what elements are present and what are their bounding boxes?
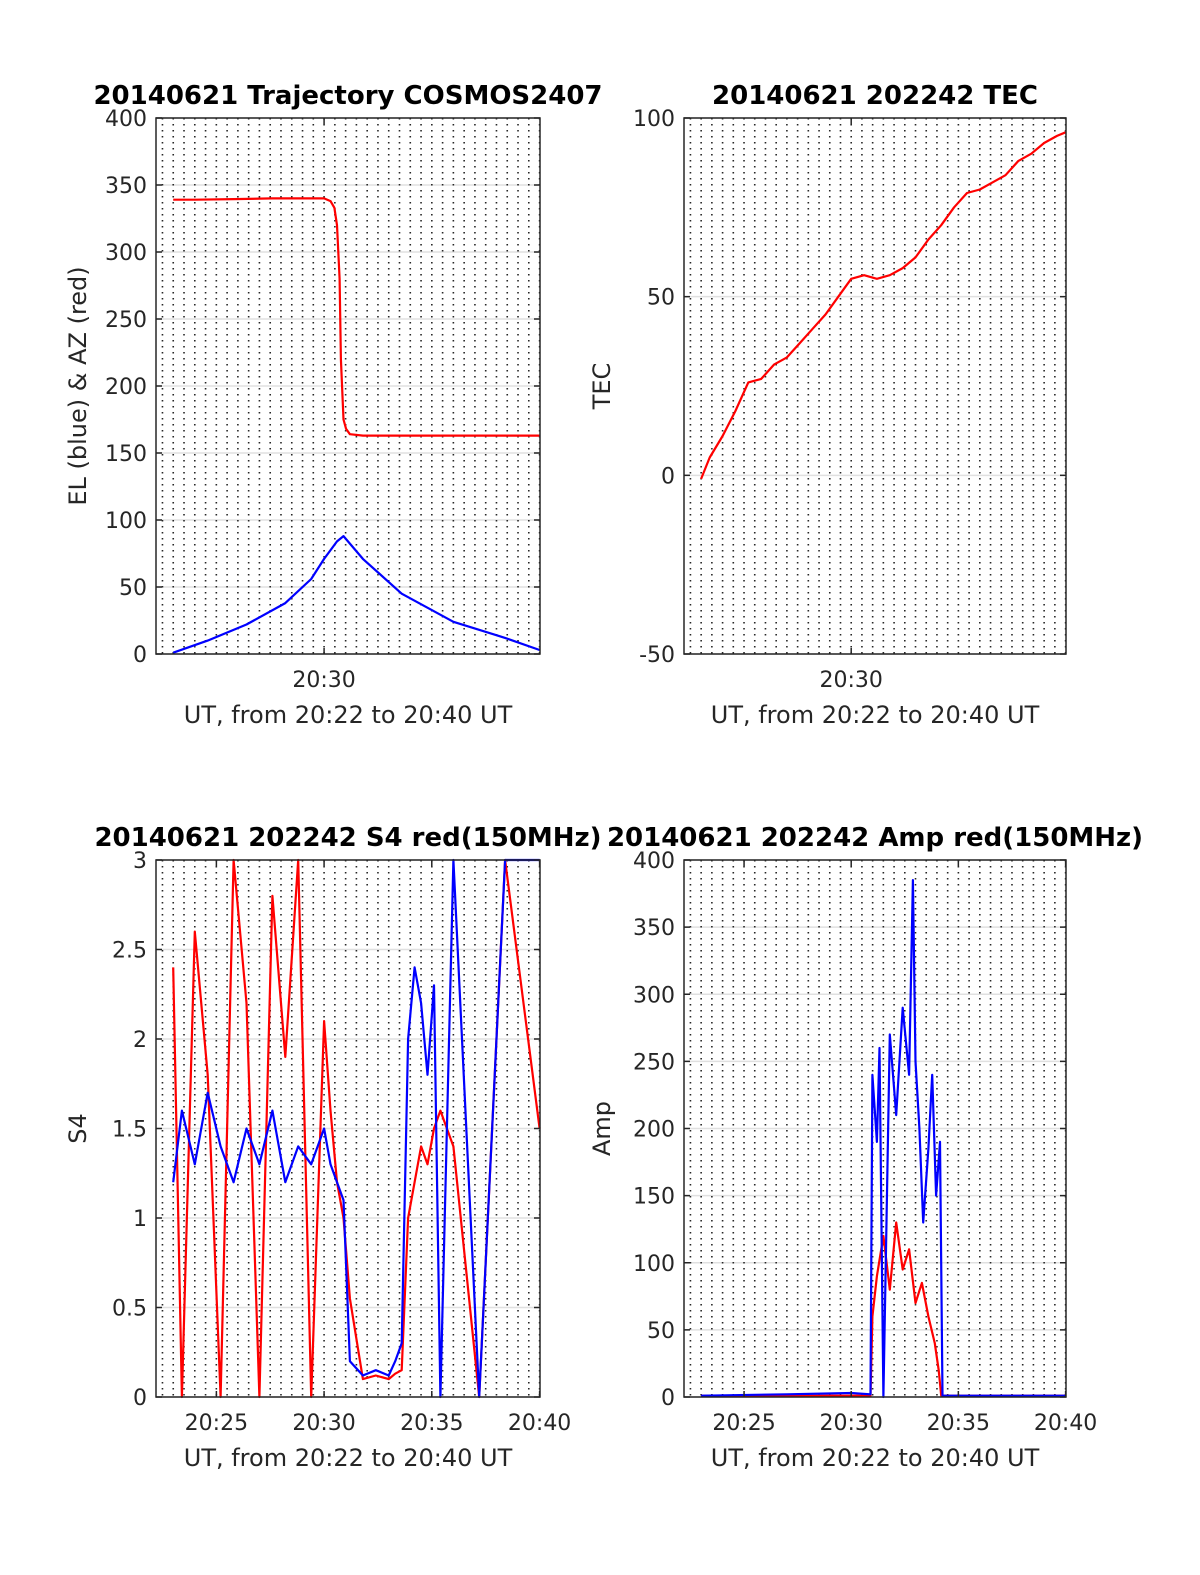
y-tick-label: 50 — [119, 576, 147, 601]
y-tick-label: 0 — [133, 1386, 147, 1411]
x-axis-label: UT, from 20:22 to 20:40 UT — [711, 1444, 1040, 1472]
x-axis-label: UT, from 20:22 to 20:40 UT — [711, 701, 1040, 729]
y-tick-label: 250 — [633, 1050, 675, 1075]
x-tick-label: 20:30 — [820, 668, 883, 693]
y-tick-label: 100 — [633, 107, 675, 132]
y-axis-label: TEC — [588, 363, 616, 411]
y-tick-label: -50 — [639, 643, 675, 668]
y-tick-label: 0 — [661, 464, 675, 489]
series-line-1 — [700, 131, 1067, 480]
y-tick-label: 1.5 — [112, 1118, 147, 1143]
chart-panel-2: -50 0 50 100 20:30 20140621 202242 TEC UT, fro… — [588, 81, 1067, 729]
y-tick-label: 250 — [105, 308, 147, 333]
y-tick-label: 0.5 — [112, 1297, 147, 1322]
x-tick-label: 20:25 — [185, 1411, 248, 1436]
chart-panel-3: 0 0.5 1 1.5 2 2.5 3 20:25 20:30 20:35 20:40 2014062… — [64, 823, 602, 1472]
plot-area — [684, 118, 1066, 654]
x-axis-label: UT, from 20:22 to 20:40 UT — [184, 701, 513, 729]
y-tick-label: 200 — [105, 375, 147, 400]
chart-panel-1: 0 50 100 150 200 250 300 350 400 20:30 20140621 Tr… — [64, 81, 603, 729]
chart-title: 20140621 Trajectory COSMOS2407 — [93, 81, 602, 111]
y-tick-label: 300 — [633, 983, 675, 1008]
series-line-2 — [701, 879, 1066, 1399]
x-tick-label: 20:40 — [508, 1411, 571, 1436]
x-axis-label: UT, from 20:22 to 20:40 UT — [184, 1444, 513, 1472]
y-tick-label: 150 — [633, 1185, 675, 1210]
y-axis-label: S4 — [64, 1113, 92, 1144]
y-tick-label: 100 — [633, 1252, 675, 1277]
y-tick-label: 350 — [105, 174, 147, 199]
y-tick-label: 350 — [633, 916, 675, 941]
series-line-2 — [172, 535, 540, 654]
series-line-1 — [173, 197, 540, 437]
y-tick-label: 1 — [133, 1207, 147, 1232]
x-tick-label: 20:35 — [400, 1411, 463, 1436]
y-tick-label: 50 — [647, 1319, 675, 1344]
chart-title: 20140621 202242 Amp red(150MHz) — [607, 823, 1143, 853]
y-tick-label: 0 — [661, 1386, 675, 1411]
y-tick-label: 200 — [633, 1118, 675, 1143]
y-tick-label: 2 — [133, 1028, 147, 1053]
y-tick-label: 2.5 — [112, 939, 147, 964]
chart-title: 20140621 202242 TEC — [712, 81, 1038, 111]
x-tick-label: 20:40 — [1034, 1411, 1097, 1436]
y-tick-label: 400 — [633, 849, 675, 874]
y-axis-label: EL (blue) & AZ (red) — [64, 266, 92, 505]
x-tick-label: 20:30 — [292, 668, 355, 693]
x-tick-label: 20:30 — [292, 1411, 355, 1436]
x-tick-label: 20:35 — [927, 1411, 990, 1436]
axes-box — [683, 117, 1067, 655]
chart-panel-4: 0 50 100 150 200 250 300 350 400 20:25 20:30 20:35 2… — [588, 823, 1143, 1472]
y-tick-label: 3 — [133, 849, 147, 874]
y-tick-label: 100 — [105, 509, 147, 534]
y-tick-label: 0 — [133, 643, 147, 668]
x-tick-label: 20:30 — [820, 1411, 883, 1436]
y-tick-label: 150 — [105, 442, 147, 467]
chart-title: 20140621 202242 S4 red(150MHz) — [94, 823, 601, 853]
y-tick-label: 50 — [647, 286, 675, 311]
y-tick-label: 300 — [105, 241, 147, 266]
series-line-2 — [172, 858, 540, 1399]
y-axis-label: Amp — [588, 1101, 616, 1156]
x-tick-label: 20:25 — [712, 1411, 775, 1436]
y-tick-label: 400 — [105, 107, 147, 132]
